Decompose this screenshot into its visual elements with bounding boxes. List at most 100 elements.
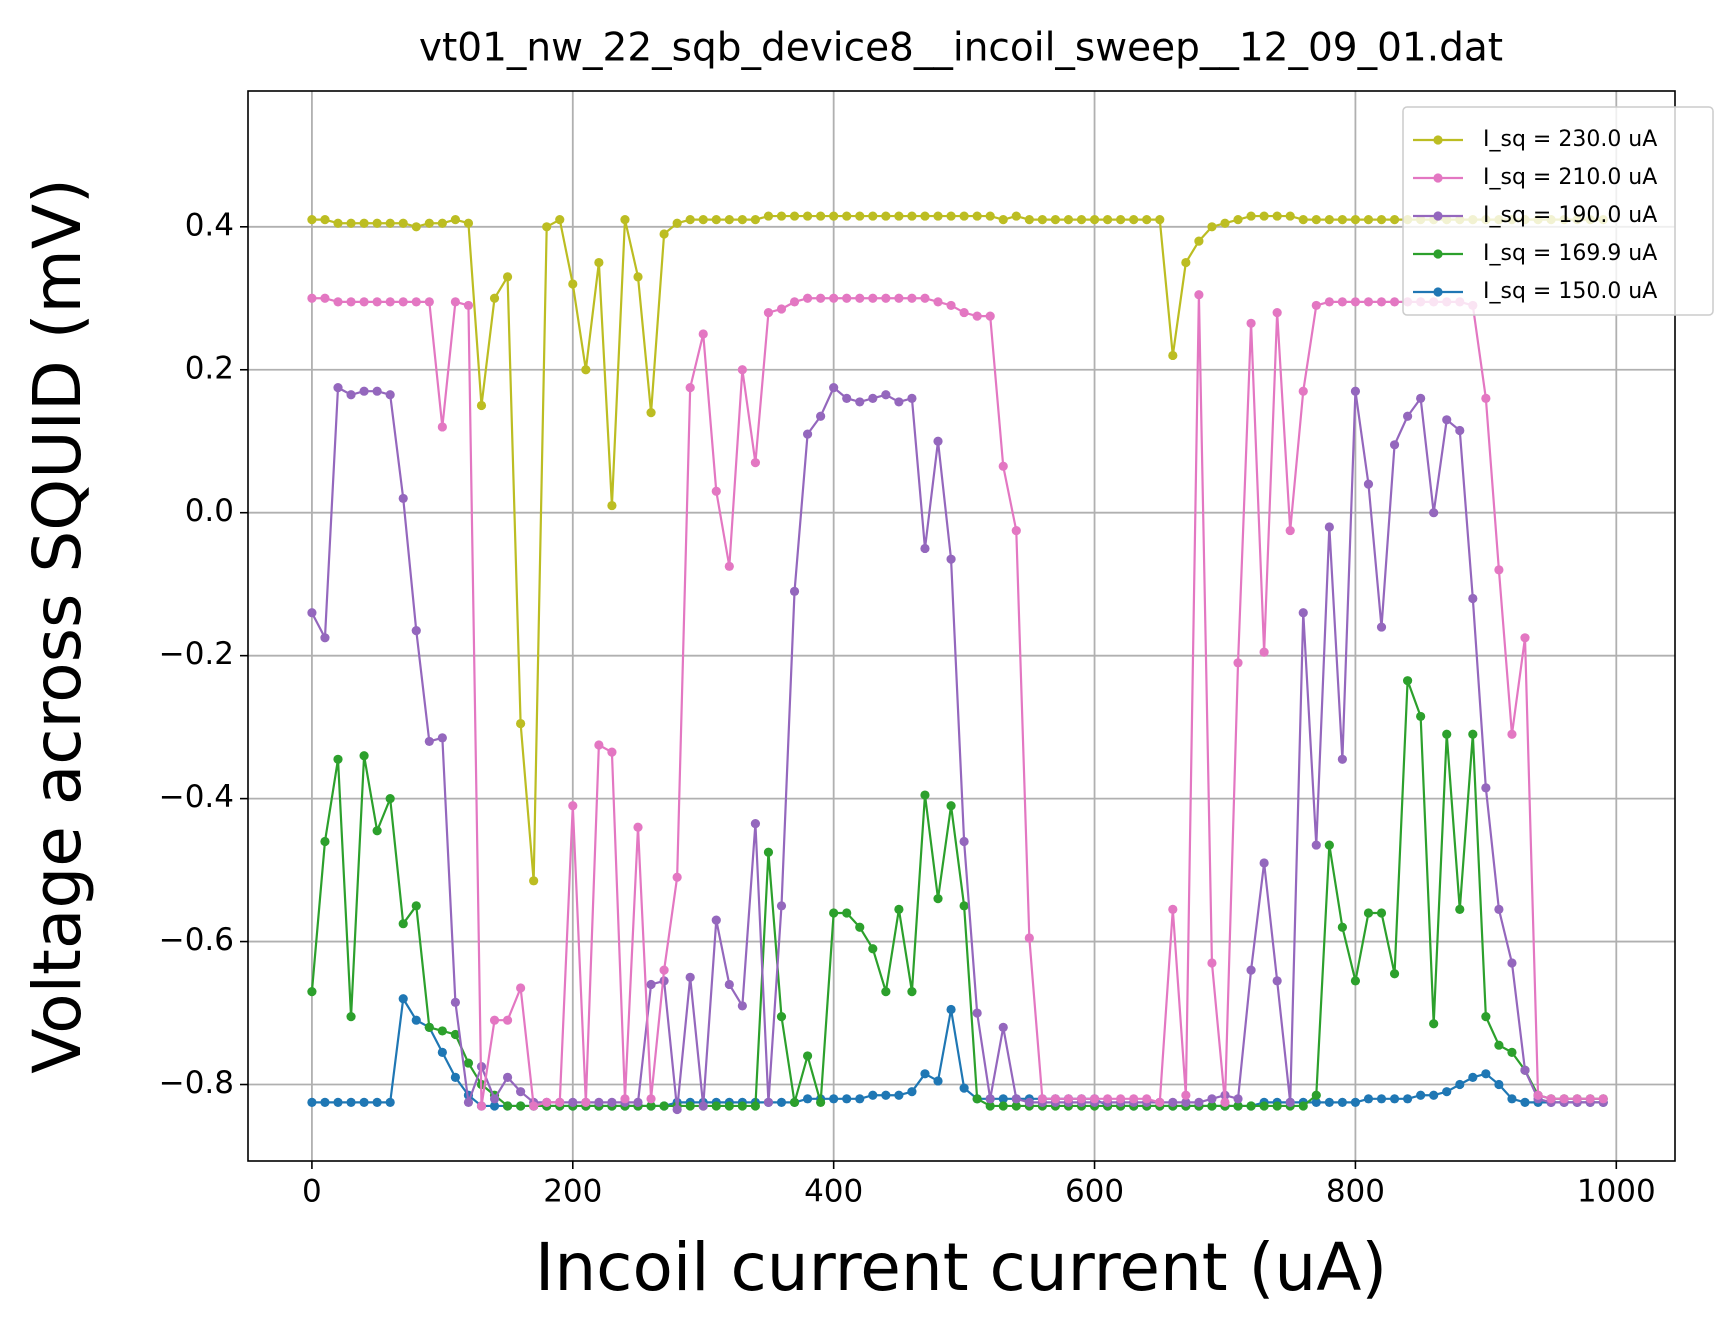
- data-point: [1037, 1094, 1047, 1104]
- data-point: [516, 983, 526, 993]
- data-point: [1494, 1040, 1504, 1050]
- data-point: [516, 718, 526, 729]
- data-point: [502, 272, 513, 282]
- data-point: [1520, 1097, 1530, 1107]
- data-point: [424, 218, 434, 228]
- data-point: [1298, 608, 1308, 618]
- data-point: [1429, 1019, 1439, 1029]
- data-point: [346, 1012, 356, 1022]
- data-point: [1468, 1072, 1478, 1082]
- data-point: [750, 458, 761, 468]
- data-point: [620, 215, 630, 225]
- data-point: [529, 1101, 539, 1111]
- data-point: [529, 876, 539, 886]
- data-point: [1233, 1094, 1243, 1104]
- data-point: [1389, 440, 1400, 450]
- data-point: [1207, 1094, 1217, 1104]
- data-point: [1102, 1094, 1113, 1104]
- data-point: [594, 740, 604, 750]
- legend-marker: [1433, 173, 1443, 183]
- data-point: [372, 826, 382, 836]
- data-point: [659, 1101, 669, 1111]
- data-point: [646, 1094, 656, 1104]
- data-point: [489, 1101, 500, 1111]
- data-point: [359, 218, 369, 228]
- data-point: [855, 1094, 865, 1104]
- data-point: [998, 1094, 1008, 1104]
- data-point: [620, 1094, 630, 1104]
- data-point: [789, 297, 800, 307]
- data-point: [437, 1026, 447, 1036]
- data-point: [776, 211, 787, 221]
- data-point: [1363, 908, 1374, 918]
- data-point: [816, 411, 826, 421]
- data-point: [1168, 1097, 1178, 1107]
- data-point: [568, 1097, 578, 1107]
- data-point: [646, 1101, 656, 1111]
- data-point: [385, 297, 395, 307]
- data-point: [346, 1097, 356, 1107]
- data-point: [1416, 1090, 1426, 1100]
- data-point: [672, 1104, 682, 1115]
- data-point: [1546, 1094, 1556, 1104]
- data-point: [1063, 215, 1074, 225]
- data-point: [737, 1101, 747, 1111]
- data-point: [1181, 1090, 1191, 1100]
- data-point: [763, 307, 774, 318]
- data-point: [933, 297, 943, 307]
- x-tick-label: 1000: [1577, 1174, 1656, 1210]
- data-point: [659, 229, 669, 239]
- data-point: [1376, 215, 1387, 225]
- data-point: [1024, 1097, 1034, 1107]
- data-point: [933, 211, 943, 221]
- data-point: [933, 436, 943, 446]
- data-point: [476, 400, 487, 411]
- data-point: [1337, 215, 1347, 225]
- data-point: [1363, 297, 1374, 307]
- data-point: [1494, 565, 1504, 575]
- data-point: [1220, 1097, 1230, 1107]
- data-point: [1389, 297, 1400, 307]
- data-point: [1311, 840, 1321, 850]
- data-point: [372, 218, 382, 228]
- data-point: [333, 383, 343, 393]
- series-line: [311, 293, 1604, 1108]
- chart-title: vt01_nw_22_sqb_device8__incoil_sweep__12…: [419, 26, 1503, 71]
- data-point: [959, 901, 969, 911]
- data-point: [816, 1097, 826, 1107]
- legend-label: I_sq = 190.0 uA: [1483, 203, 1657, 228]
- data-point: [802, 1094, 813, 1104]
- data-point: [1429, 508, 1439, 518]
- data-point: [1389, 1094, 1400, 1104]
- data-point: [842, 211, 852, 221]
- data-point: [881, 293, 891, 303]
- data-point: [1468, 593, 1478, 604]
- data-point: [1011, 525, 1021, 536]
- data-point: [855, 922, 865, 932]
- data-point: [1520, 633, 1530, 643]
- data-point: [1259, 211, 1269, 221]
- data-point: [320, 633, 330, 643]
- data-point: [385, 218, 395, 228]
- data-point: [763, 211, 774, 221]
- data-point: [411, 626, 421, 636]
- data-point: [1507, 729, 1517, 739]
- legend-marker: [1433, 249, 1443, 259]
- data-point: [346, 297, 356, 307]
- data-point: [894, 293, 904, 303]
- data-point: [685, 383, 695, 393]
- data-point: [411, 1015, 421, 1025]
- data-point: [1585, 1094, 1595, 1104]
- data-point: [1207, 958, 1217, 968]
- data-point: [881, 390, 891, 400]
- data-point: [1416, 711, 1426, 722]
- data-point: [1481, 1012, 1491, 1022]
- data-point: [1337, 922, 1347, 932]
- data-point: [842, 1094, 852, 1104]
- data-point: [998, 1022, 1008, 1032]
- data-point: [1116, 215, 1126, 225]
- data-point: [868, 293, 878, 303]
- data-point: [463, 1058, 474, 1068]
- data-point: [346, 218, 356, 228]
- data-point: [463, 218, 474, 228]
